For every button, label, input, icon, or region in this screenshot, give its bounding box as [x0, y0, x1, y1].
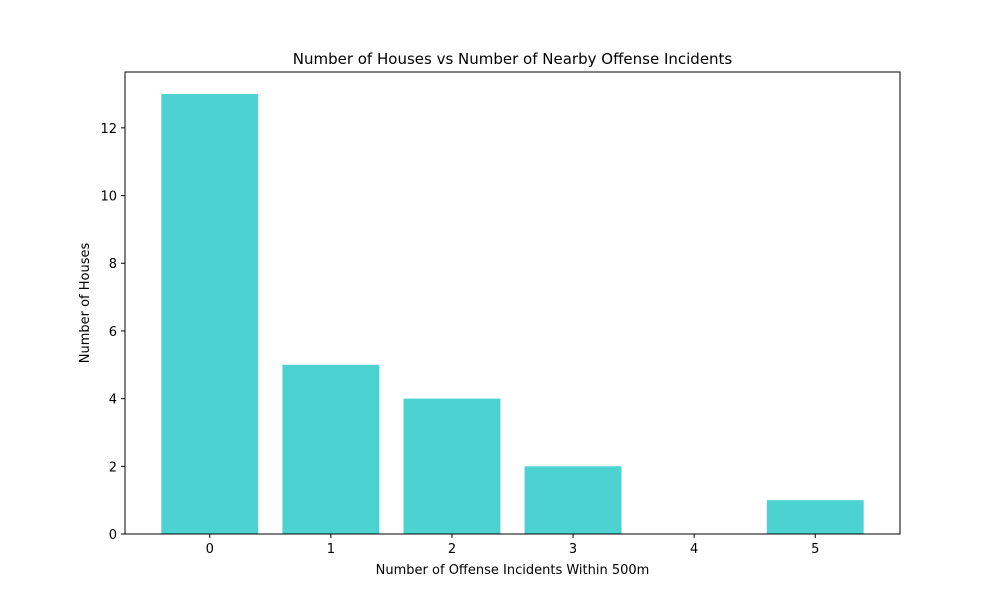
chart-title: Number of Houses vs Number of Nearby Off… [293, 50, 733, 68]
x-tick-label: 3 [569, 542, 577, 557]
bars [161, 94, 864, 534]
y-tick-label: 12 [100, 122, 117, 137]
bar-3 [524, 466, 622, 534]
y-tick-label: 10 [100, 190, 117, 205]
bar-0 [161, 94, 259, 534]
y-tick-label: 4 [109, 393, 117, 408]
bar-5 [766, 500, 864, 534]
x-axis-ticks: 0 1 2 3 4 5 [206, 534, 819, 557]
y-tick-label: 8 [109, 257, 117, 272]
y-axis-label: Number of Houses [78, 243, 93, 364]
x-tick-label: 5 [811, 542, 819, 557]
bar-2 [403, 398, 501, 534]
x-axis-label: Number of Offense Incidents Within 500m [376, 563, 650, 578]
bar-1 [282, 364, 380, 534]
plot-frame [124, 71, 901, 535]
axes [124, 71, 901, 535]
x-tick-label: 0 [206, 542, 214, 557]
y-tick-label: 0 [109, 528, 117, 543]
x-tick-label: 4 [690, 542, 698, 557]
x-tick-label: 2 [448, 542, 456, 557]
x-tick-label: 1 [327, 542, 335, 557]
y-tick-label: 2 [109, 460, 117, 475]
y-axis-ticks: 0 2 4 6 8 10 12 [100, 122, 125, 543]
y-tick-label: 6 [109, 325, 117, 340]
